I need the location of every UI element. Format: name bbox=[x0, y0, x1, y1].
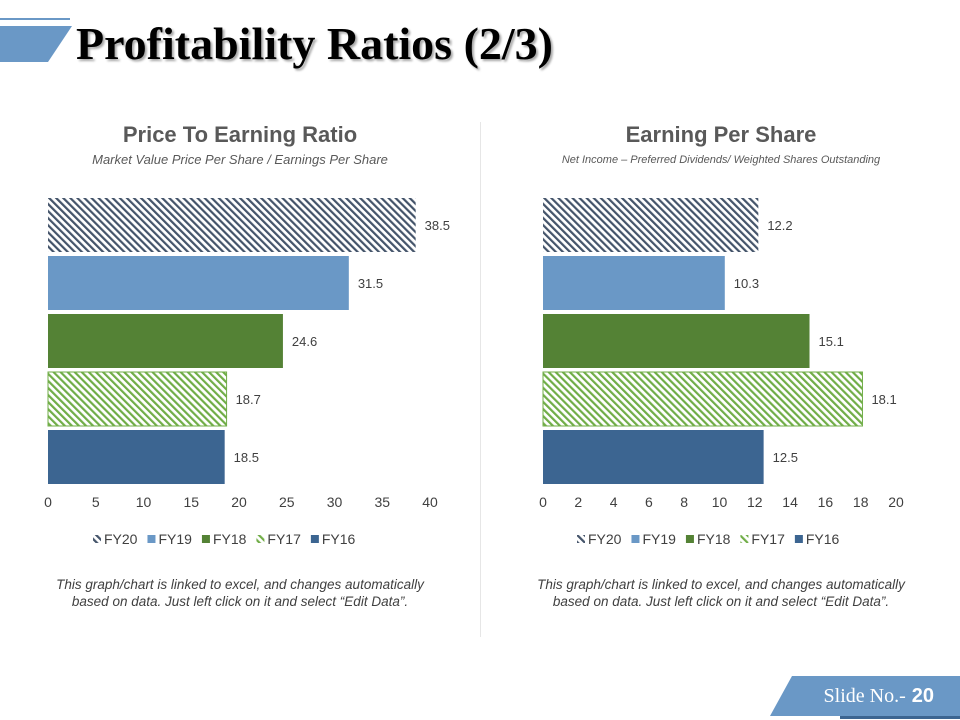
eps-chart[interactable]: 12.2 10.3 15.1 18.1 12.5 0 2 4 6 8 10 12 14 16 18 20 FY2… bbox=[491, 118, 951, 568]
data-label-fy19: 31.5 bbox=[358, 276, 383, 291]
chart-title: Price To Earning Ratio bbox=[122, 122, 358, 147]
x-tick-label: 16 bbox=[818, 494, 834, 510]
page-title: Profitability Ratios (2/3) bbox=[76, 18, 553, 69]
legend-swatch-fy18 bbox=[685, 535, 694, 543]
slide-number-label: Slide No.- bbox=[823, 685, 906, 707]
bar-fy17[interactable] bbox=[47, 371, 228, 427]
legend-label-fy19: FY19 bbox=[642, 531, 676, 547]
x-tick-label: 0 bbox=[44, 494, 52, 510]
chart-panel-eps: Earning Per Share Net Income – Preferred… bbox=[491, 118, 951, 609]
legend-swatch-fy16 bbox=[794, 535, 803, 543]
legend-label-fy20: FY20 bbox=[588, 531, 622, 547]
x-tick-label: 20 bbox=[231, 494, 247, 510]
chart-subtitle: Market Value Price Per Share / Earnings … bbox=[92, 152, 388, 167]
pe-ratio-chart[interactable]: 38.5 31.5 24.6 18.7 18.5 0 5 10 15 20 25 30 35 40 FY20… bbox=[10, 118, 470, 568]
x-tick-label: 4 bbox=[610, 494, 618, 510]
x-tick-label: 10 bbox=[712, 494, 728, 510]
legend-swatch-fy19 bbox=[147, 535, 156, 543]
bar-fy16[interactable] bbox=[543, 430, 764, 484]
legend-swatch-fy17 bbox=[740, 535, 749, 543]
bar-fy20[interactable] bbox=[48, 198, 416, 252]
bar-fy18[interactable] bbox=[543, 314, 810, 368]
chart-title: Earning Per Share bbox=[625, 122, 817, 147]
legend-swatch-fy19 bbox=[631, 535, 640, 543]
data-label-fy16: 12.5 bbox=[773, 450, 798, 465]
x-tick-label: 25 bbox=[279, 494, 295, 510]
x-tick-label: 5 bbox=[92, 494, 100, 510]
x-tick-label: 20 bbox=[888, 494, 904, 510]
legend-swatch-fy17 bbox=[256, 535, 265, 543]
legend-swatch-fy20 bbox=[93, 535, 101, 543]
chart-subtitle: Net Income – Preferred Dividends/ Weight… bbox=[561, 154, 881, 166]
x-tick-label: 40 bbox=[422, 494, 438, 510]
x-tick-label: 8 bbox=[680, 494, 688, 510]
data-label-fy16: 18.5 bbox=[234, 450, 259, 465]
legend-swatch-fy18 bbox=[201, 535, 210, 543]
data-label-fy20: 12.2 bbox=[767, 218, 792, 233]
x-tick-label: 30 bbox=[327, 494, 343, 510]
x-tick-label: 0 bbox=[539, 494, 547, 510]
x-tick-label: 18 bbox=[853, 494, 869, 510]
title-decoration bbox=[0, 18, 72, 62]
legend-label-fy17: FY17 bbox=[267, 531, 301, 547]
legend-swatch-fy16 bbox=[310, 535, 319, 543]
slide-number-badge bbox=[770, 676, 960, 719]
chart-note: This graph/chart is linked to excel, and… bbox=[537, 577, 905, 609]
data-label-fy18: 24.6 bbox=[292, 334, 317, 349]
legend-label-fy16: FY16 bbox=[322, 531, 356, 547]
slide-number-value: 20 bbox=[911, 685, 934, 707]
legend-label-fy16: FY16 bbox=[806, 531, 840, 547]
x-tick-label: 2 bbox=[574, 494, 582, 510]
legend-label-fy18: FY18 bbox=[697, 531, 731, 547]
legend-label-fy20: FY20 bbox=[104, 531, 138, 547]
legend-label-fy18: FY18 bbox=[213, 531, 247, 547]
bar-fy18[interactable] bbox=[48, 314, 283, 368]
bar-fy19[interactable] bbox=[543, 256, 725, 310]
legend-label-fy19: FY19 bbox=[158, 531, 192, 547]
x-tick-label: 15 bbox=[183, 494, 199, 510]
x-tick-label: 10 bbox=[136, 494, 152, 510]
data-label-fy17: 18.1 bbox=[871, 392, 896, 407]
x-tick-label: 14 bbox=[782, 494, 798, 510]
data-label-fy17: 18.7 bbox=[236, 392, 261, 407]
data-label-fy19: 10.3 bbox=[734, 276, 759, 291]
chart-note: This graph/chart is linked to excel, and… bbox=[56, 577, 424, 609]
legend-label-fy17: FY17 bbox=[751, 531, 785, 547]
divider bbox=[480, 122, 481, 637]
legend-swatch-fy20 bbox=[577, 535, 585, 543]
slide-number: Slide No.- 20 bbox=[824, 685, 934, 708]
bar-fy16[interactable] bbox=[48, 430, 225, 484]
chart-panel-pe-ratio: Price To Earning Ratio Market Value Pric… bbox=[10, 118, 470, 609]
data-label-fy20: 38.5 bbox=[425, 218, 450, 233]
x-tick-label: 35 bbox=[374, 494, 390, 510]
bar-fy19[interactable] bbox=[48, 256, 349, 310]
x-tick-label: 12 bbox=[747, 494, 763, 510]
data-label-fy18: 15.1 bbox=[819, 334, 844, 349]
bar-fy20[interactable] bbox=[543, 198, 759, 252]
bar-fy17[interactable] bbox=[542, 371, 863, 427]
x-tick-label: 6 bbox=[645, 494, 653, 510]
